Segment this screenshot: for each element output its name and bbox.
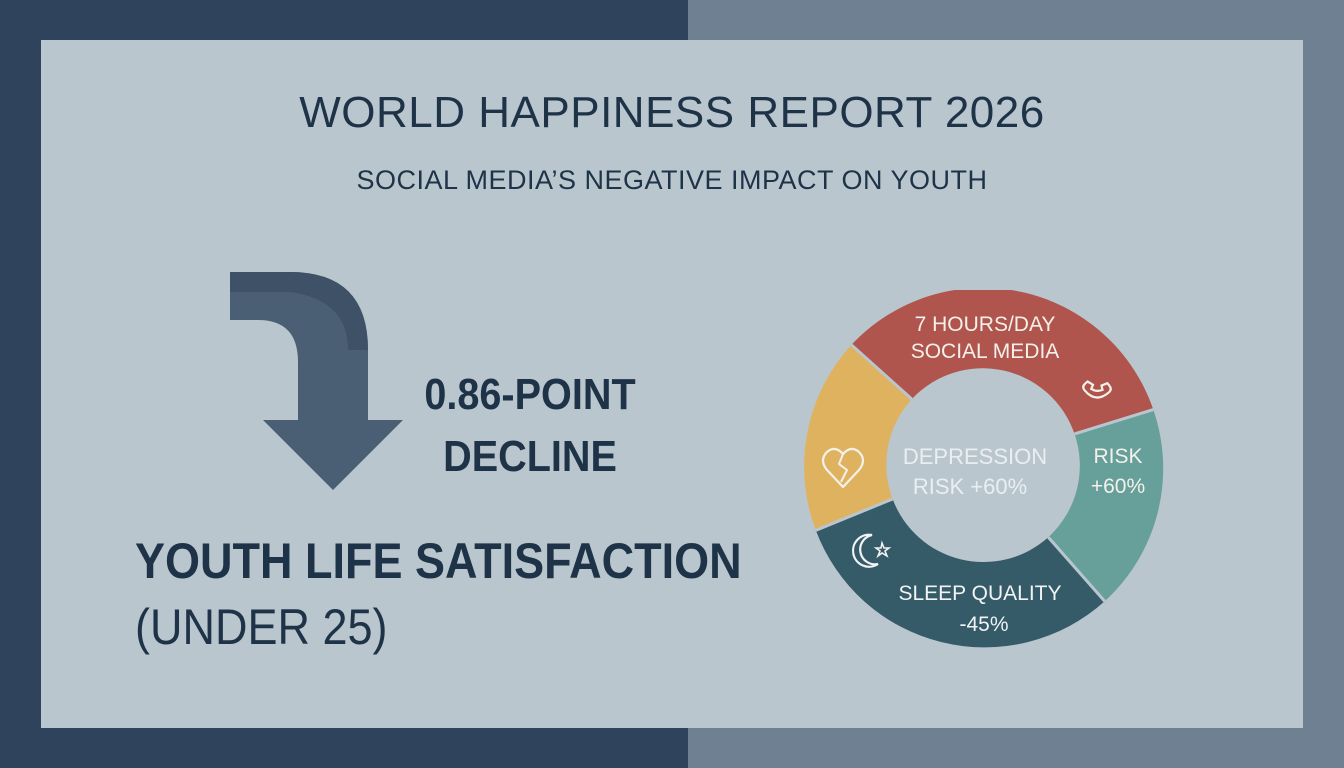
decline-value: 0.86-POINT bbox=[424, 370, 636, 419]
page-subtitle: SOCIAL MEDIA’S NEGATIVE IMPACT ON YOUTH bbox=[356, 165, 988, 195]
segment-label-line1: 7 HOURS/DAY bbox=[915, 313, 1056, 336]
center-label-line1: DEPRESSION bbox=[903, 444, 1047, 469]
donut-segment-social-media bbox=[851, 290, 1154, 434]
risk-label-line2: +60% bbox=[1091, 475, 1145, 498]
donut-segment-wellbeing bbox=[804, 344, 912, 531]
broken-heart-icon bbox=[821, 447, 865, 489]
decline-label: DECLINE bbox=[443, 432, 617, 481]
risk-label-line1: RISK bbox=[1093, 445, 1142, 468]
donut-segment-sleep bbox=[815, 499, 1105, 648]
moon-star-icon bbox=[852, 533, 892, 568]
phone-icon bbox=[1082, 380, 1112, 399]
donut-segment-risk bbox=[1048, 409, 1164, 602]
segment-label-line2: SOCIAL MEDIA bbox=[911, 340, 1060, 363]
metric-subtitle: (UNDER 25) bbox=[135, 599, 388, 655]
decline-callout: 0.86-POINT DECLINE bbox=[422, 364, 638, 488]
center-label-line2: RISK +60% bbox=[913, 474, 1027, 499]
metric-title: YOUTH LIFE SATISFACTION bbox=[135, 533, 742, 589]
page-title: WORLD HAPPINESS REPORT 2026 bbox=[299, 88, 1045, 137]
sleep-label-line2: -45% bbox=[959, 613, 1008, 636]
down-arrow-icon bbox=[230, 272, 403, 490]
sleep-label-line1: SLEEP QUALITY bbox=[898, 582, 1061, 605]
impact-donut-chart: 7 HOURS/DAY SOCIAL MEDIA RISK +60% SLEEP… bbox=[804, 290, 1164, 648]
